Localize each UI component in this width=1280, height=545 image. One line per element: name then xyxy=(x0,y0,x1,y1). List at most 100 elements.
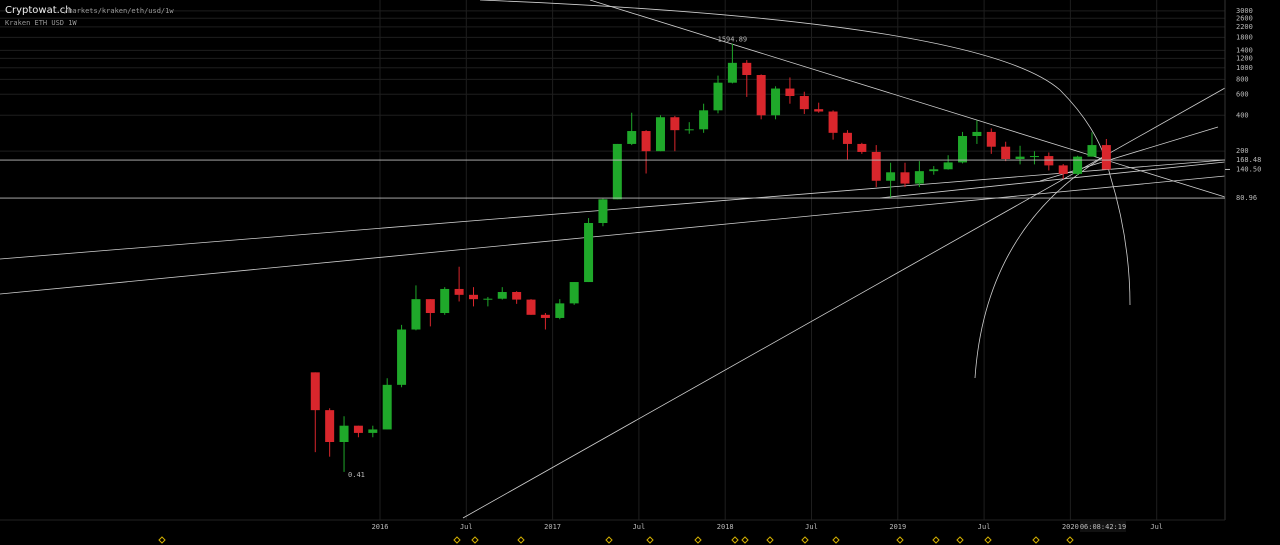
candle-body xyxy=(871,151,881,181)
candle-body xyxy=(353,425,363,433)
y-tick-label: 1200 xyxy=(1236,54,1253,62)
candle-body xyxy=(1058,165,1068,174)
event-marker xyxy=(471,536,479,544)
event-marker xyxy=(158,536,166,544)
trend-line xyxy=(879,161,1226,199)
candle-body xyxy=(929,169,939,172)
event-marker xyxy=(741,536,749,544)
candle-body xyxy=(1087,145,1097,157)
arc xyxy=(479,0,1131,306)
candle-body xyxy=(425,299,435,314)
event-marker xyxy=(932,536,940,544)
candle-body xyxy=(842,132,852,144)
candle-body xyxy=(440,288,450,314)
candle-body xyxy=(368,429,378,433)
candle-body xyxy=(742,62,752,76)
x-tick-label: 2016 xyxy=(372,523,389,531)
trend-line xyxy=(0,159,1226,260)
event-marker xyxy=(453,536,461,544)
candle-body xyxy=(886,172,896,181)
event-marker xyxy=(646,536,654,544)
candle-body xyxy=(569,282,579,304)
candle-body xyxy=(339,425,349,442)
event-marker xyxy=(731,536,739,544)
candle-body xyxy=(411,299,421,330)
candle-body xyxy=(799,96,809,110)
candle-body xyxy=(1073,156,1083,174)
x-tick-label: 2019 xyxy=(889,523,906,531)
candle-body xyxy=(771,88,781,116)
event-marker xyxy=(694,536,702,544)
candle-body xyxy=(1101,145,1111,170)
market-label: Kraken ETH USD 1W xyxy=(5,19,77,27)
x-tick-label: Jul xyxy=(633,523,646,531)
event-marker xyxy=(605,536,613,544)
candle-body xyxy=(727,62,737,83)
candle-body xyxy=(526,299,536,315)
candle-body xyxy=(397,329,407,385)
last-price-label: 140.50 xyxy=(1236,165,1261,173)
y-tick-label: 1000 xyxy=(1236,64,1253,72)
candle-body xyxy=(598,199,608,224)
event-marker xyxy=(517,536,525,544)
candle-body xyxy=(713,82,723,111)
candle-body xyxy=(584,223,594,283)
candle-body xyxy=(1044,156,1054,166)
candle-body xyxy=(900,172,910,184)
candle-body xyxy=(1015,156,1025,159)
countdown-box xyxy=(1080,521,1126,532)
candle-body xyxy=(382,384,392,430)
chart-title: Cryptowat.ch xyxy=(5,5,72,16)
y-tick-label: 1400 xyxy=(1236,46,1253,54)
candle-body xyxy=(958,136,968,163)
y-tick-label: 800 xyxy=(1236,75,1249,83)
event-marker xyxy=(832,536,840,544)
candle-body xyxy=(497,292,507,299)
countdown: 06:08:42:19 xyxy=(1080,523,1126,531)
trend-line xyxy=(1039,126,1219,182)
low-label: 0.41 xyxy=(348,471,365,479)
candle-body xyxy=(641,131,651,152)
event-marker xyxy=(984,536,992,544)
event-marker xyxy=(956,536,964,544)
candle-body xyxy=(483,298,493,300)
candle-body xyxy=(914,171,924,184)
y-tick-label: 200 xyxy=(1236,147,1249,155)
candle-body xyxy=(612,143,622,200)
y-tick-label: 600 xyxy=(1236,90,1249,98)
y-tick-label: 1800 xyxy=(1236,33,1253,41)
y-tick-label: 2600 xyxy=(1236,14,1253,22)
event-marker xyxy=(766,536,774,544)
candle-body xyxy=(555,303,565,318)
candle-body xyxy=(325,410,335,442)
candle-body xyxy=(670,117,680,131)
candle-body xyxy=(454,288,464,295)
x-tick-label: Jul xyxy=(805,523,818,531)
grid xyxy=(0,0,1225,520)
event-markers xyxy=(158,536,1074,544)
high-label: 1594.89 xyxy=(718,36,748,44)
candle-body xyxy=(1001,146,1011,159)
level-label: 168.48 xyxy=(1236,156,1261,164)
candle-body xyxy=(512,292,522,300)
y-tick-label: 400 xyxy=(1236,111,1249,119)
candle-body xyxy=(857,143,867,152)
candle-body xyxy=(684,129,694,131)
candle-body xyxy=(627,131,637,144)
candle-body xyxy=(814,109,824,112)
event-marker xyxy=(801,536,809,544)
candle-body xyxy=(699,110,709,130)
candle-body xyxy=(1029,156,1039,158)
event-marker xyxy=(896,536,904,544)
x-tick-label: Jul xyxy=(978,523,991,531)
candle-body xyxy=(785,88,795,97)
x-tick-label: 2020 xyxy=(1062,523,1079,531)
candle-body xyxy=(468,294,478,300)
subtitle: /markets/kraken/eth/usd/1w xyxy=(64,7,174,15)
arc xyxy=(974,157,1103,379)
x-tick-label: Jul xyxy=(1150,523,1163,531)
candle-body xyxy=(986,131,996,147)
y-tick-label: 2200 xyxy=(1236,23,1253,31)
